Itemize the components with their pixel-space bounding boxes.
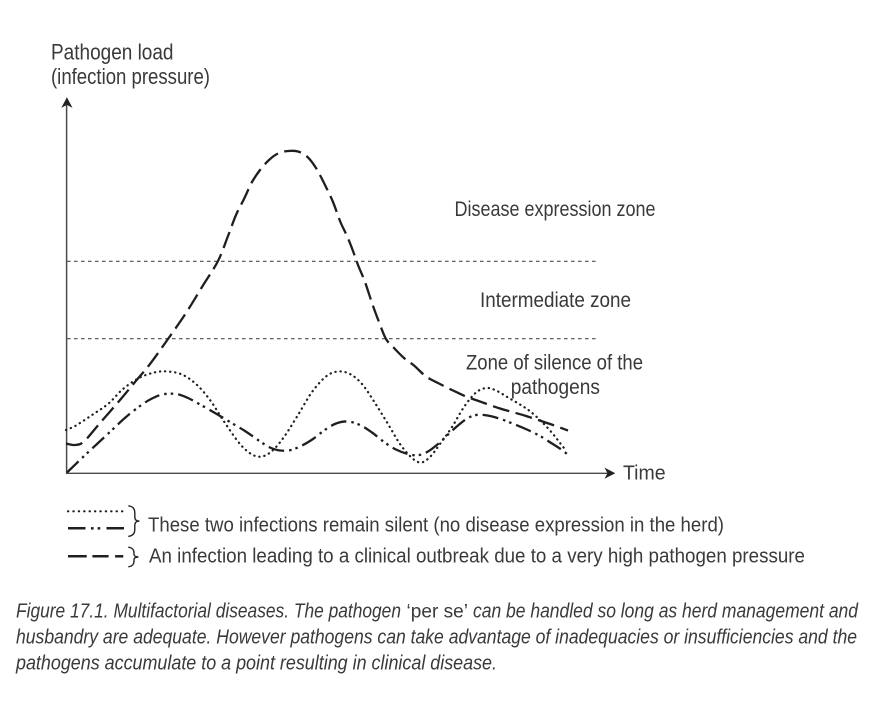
svg-text:‘per se’: ‘per se’ <box>407 601 469 623</box>
svg-text:An infection leading to a clin: An infection leading to a clinical outbr… <box>149 545 805 568</box>
svg-text:Time: Time <box>623 463 666 485</box>
svg-text:Figure 17.1. Multifactorial di: Figure 17.1. Multifactorial diseases. Th… <box>16 600 401 623</box>
svg-text:Intermediate zone: Intermediate zone <box>480 289 631 312</box>
svg-text:pathogens accumulate to a poin: pathogens accumulate to a point resultin… <box>15 652 497 675</box>
svg-text:Zone of silence of the: Zone of silence of the <box>466 352 643 375</box>
svg-text:can be handled so long as herd: can be handled so long as herd managemen… <box>473 600 858 623</box>
svg-text:pathogens: pathogens <box>511 376 600 399</box>
svg-text:husbandry are adequate. Howeve: husbandry are adequate. However pathogen… <box>16 626 857 649</box>
svg-text:Disease expression zone: Disease expression zone <box>455 198 656 221</box>
svg-text:(infection pressure): (infection pressure) <box>51 64 210 89</box>
svg-text:These two infections remain si: These two infections remain silent (no d… <box>148 514 724 537</box>
svg-text:Pathogen load: Pathogen load <box>51 40 174 65</box>
